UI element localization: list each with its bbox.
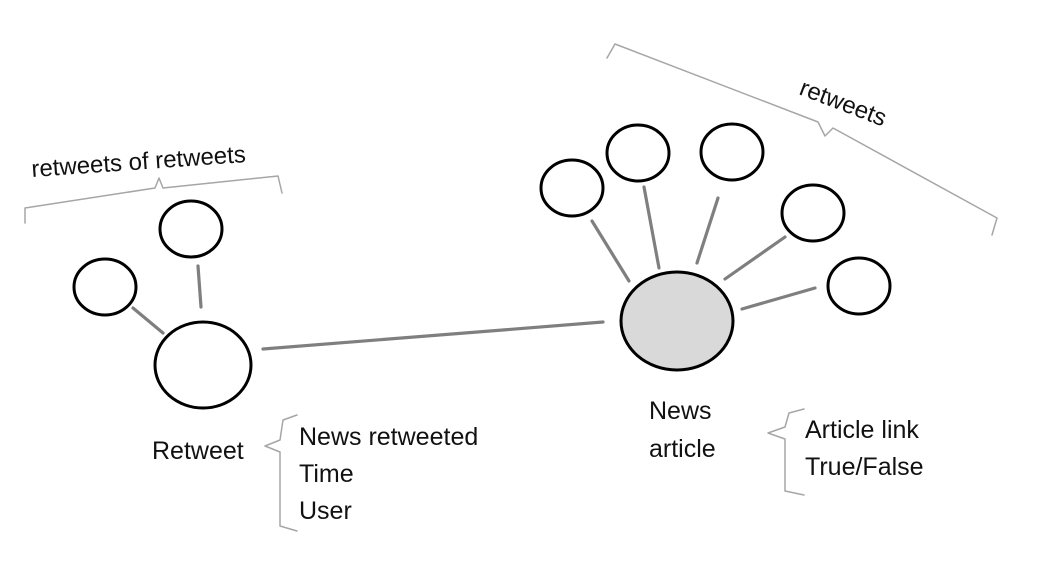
edge-news-to-rt3: [695, 196, 720, 265]
retweets-of-retweets-label: retweets of retweets: [31, 141, 247, 183]
braces: [24, 43, 998, 532]
retweet-attribute-news-retweeted: News retweeted: [299, 423, 478, 451]
edge-retweet-to-rr1: [131, 306, 165, 335]
retweets-of-retweets-brace: [24, 175, 283, 224]
retweets-brace: [606, 43, 998, 236]
news-article-label-line2: article: [649, 435, 716, 463]
retweet-of-retweet-node-1: [72, 257, 138, 317]
retweet-attribute-user: User: [299, 497, 352, 525]
retweet-node-label: Retweet: [152, 437, 244, 465]
news-attributes: Article link True/False: [805, 416, 924, 481]
retweet-node: [153, 320, 253, 410]
edge-news-to-rt2: [642, 185, 661, 270]
nodes: [72, 122, 892, 410]
edge-retweet-to-news: [261, 320, 605, 351]
news-attribute-article-link: Article link: [805, 416, 919, 444]
news-article-node: [619, 270, 735, 372]
news-article-label-line1: News: [649, 397, 712, 425]
retweet-node-5: [826, 256, 892, 316]
edge-news-to-rt1: [590, 219, 631, 283]
retweets-label: retweets: [796, 74, 890, 132]
retweet-node-3: [699, 122, 765, 182]
retweet-node-1: [539, 158, 605, 218]
retweet-node-4: [780, 183, 846, 243]
retweet-of-retweet-node-2: [158, 199, 224, 259]
edge-news-to-rt4: [723, 235, 787, 281]
edges: [131, 185, 817, 351]
news-attributes-brace: [767, 408, 805, 496]
retweet-attributes-brace: [264, 414, 298, 532]
edge-retweet-to-rr2: [196, 264, 203, 309]
edge-news-to-rt5: [740, 286, 817, 311]
news-attribute-true-false: True/False: [805, 453, 924, 481]
retweet-attributes: News retweeted Time User: [299, 423, 478, 525]
retweet-attribute-time: Time: [299, 460, 354, 488]
retweet-node-2: [605, 123, 671, 183]
